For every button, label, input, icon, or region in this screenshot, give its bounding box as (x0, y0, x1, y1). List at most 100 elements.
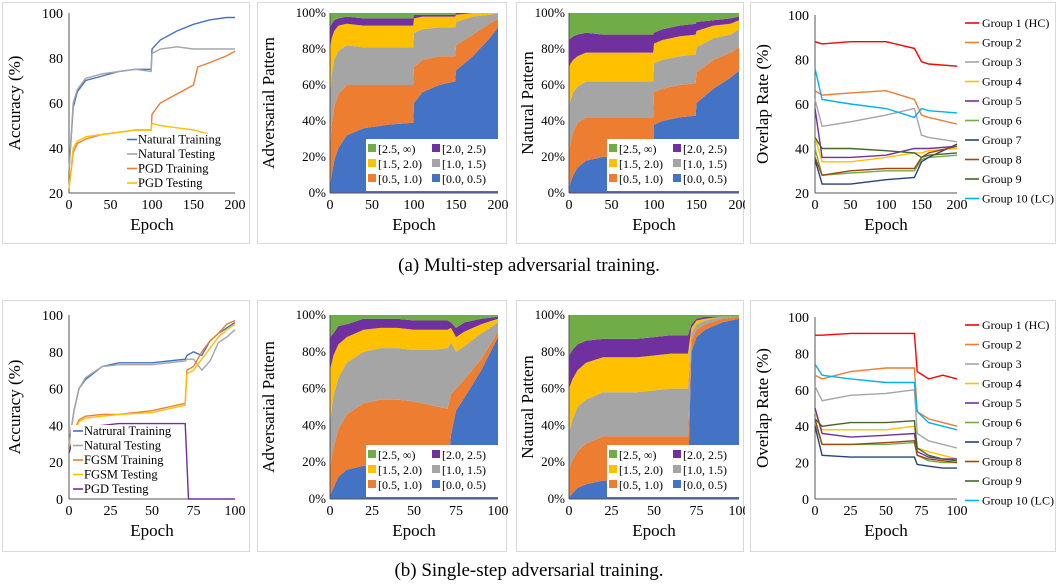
y-tick-label: 40 (795, 420, 809, 435)
chart-a2: 0 50 100 150 200 0% 20% 40% 60% 80% 100% Epoch Adver… (259, 5, 508, 234)
legend-swatch (432, 465, 440, 473)
x-tick-label: 0 (66, 504, 73, 519)
x-tick-label: 100 (142, 198, 163, 213)
y-tick-label: 60% (541, 77, 565, 92)
legend-swatch (368, 450, 376, 458)
series-line (68, 329, 236, 444)
legend-label: [2.0, 2.5) (442, 448, 486, 462)
y-tick-label: 100% (296, 307, 327, 322)
y-tick-label: 100 (788, 311, 809, 326)
area-band (330, 13, 498, 28)
legend-label: Natural Training (138, 133, 222, 147)
y-tick-label: 60% (302, 77, 326, 92)
area-band (569, 20, 739, 107)
legend-label: Group 9 (982, 172, 1022, 186)
legend-swatch (432, 144, 440, 152)
area-band (330, 322, 498, 468)
legend-label: Group 1 (HC) (982, 16, 1049, 30)
x-axis-title: Epoch (130, 215, 174, 234)
x-tick-label: 100 (488, 504, 509, 519)
series-line (814, 407, 957, 460)
x-tick-label: 50 (104, 198, 118, 213)
y-tick-label: 20 (49, 456, 63, 471)
panel-b1: 0 25 50 75 100 0 20 40 60 80 100 Epoch Accuracy (%) N… (2, 300, 250, 552)
legend-label: Group 8 (982, 455, 1022, 469)
legend-label: [0.5, 1.0) (619, 478, 663, 492)
y-tick-label: 80 (795, 54, 809, 69)
area-band (330, 18, 498, 185)
x-tick-label: 100 (947, 504, 968, 519)
x-tick-label: 50 (844, 198, 858, 213)
series-line (814, 137, 958, 159)
legend-label: [2.0, 2.5) (442, 142, 486, 156)
legend-label: [0.5, 1.0) (378, 478, 422, 492)
legend-label: [1.5, 2.0) (619, 157, 663, 171)
legend: Group 1 (HC) Group 2 Group 3 Group 4 Group 5… (965, 16, 1054, 206)
y-tick-label: 20 (795, 457, 809, 472)
legend-swatch (368, 159, 376, 167)
legend-swatch (432, 450, 440, 458)
legend-label: FGSM Training (84, 453, 164, 467)
legend-bg (125, 177, 237, 192)
area-band (330, 318, 498, 422)
legend-bg (71, 454, 183, 469)
x-tick-label: 0 (66, 198, 73, 213)
legend-label: Group 7 (982, 133, 1022, 147)
panel-a3: 0 50 100 150 200 0% 20% 40% 60% 80% 100% Epoch Natur… (516, 2, 745, 244)
area-band (569, 315, 739, 356)
series-line (814, 89, 958, 125)
x-tick-label: 75 (449, 504, 463, 519)
panel-b4: 0 25 50 75 100 0 20 40 60 80 100 Epoch Overlap Rate … (750, 300, 1056, 552)
legend-label: [2.0, 2.5) (683, 142, 727, 156)
x-tick-label: 200 (225, 198, 246, 213)
legend-label: [1.0, 1.5) (442, 463, 486, 477)
legend-swatch (368, 174, 376, 182)
x-tick-label: 0 (566, 198, 573, 213)
legend: [2.5, ∞) [2.0, 2.5)[1.5, 2.0) [1.0, 1.5)[0… (607, 139, 739, 191)
legend-swatch (609, 450, 617, 458)
y-tick-label: 40 (795, 143, 809, 158)
legend-swatch (609, 144, 617, 152)
series-group (814, 41, 958, 185)
y-tick-label: 60 (795, 98, 809, 113)
legend: [2.5, ∞) [2.0, 2.5)[1.5, 2.0) [1.0, 1.5)[0… (607, 445, 739, 497)
y-tick-label: 80% (302, 41, 326, 56)
legend-label: Natural Testing (138, 147, 216, 161)
legend-label: Group 5 (982, 94, 1022, 108)
series-group (68, 16, 236, 189)
x-tick-label: 150 (446, 198, 467, 213)
x-axis-title: Epoch (392, 215, 436, 234)
legend-bg (71, 439, 183, 454)
legend-label: [2.0, 2.5) (683, 448, 727, 462)
series-group (68, 319, 236, 500)
x-tick-label: 25 (365, 504, 379, 519)
legend-label: Natrural Training (84, 424, 172, 438)
y-tick-label: 100 (42, 309, 63, 324)
area-band (330, 13, 498, 94)
series-line (814, 137, 958, 163)
y-tick-label: 80 (795, 347, 809, 362)
y-tick-label: 80 (49, 346, 63, 361)
legend-swatch (673, 465, 681, 473)
y-tick-label: 20% (302, 454, 326, 469)
chart-a1: 0 50 100 150 200 20 40 60 80 100 Epoch Accuracy (%)… (5, 7, 246, 234)
x-axis-title: Epoch (130, 521, 174, 540)
legend-label: Group 1 (HC) (982, 318, 1049, 332)
area-band (569, 316, 739, 389)
legend-label: Group 7 (982, 435, 1022, 449)
legend-swatch (673, 174, 681, 182)
legend: [2.5, ∞) [2.0, 2.5)[1.5, 2.0) [1.0, 1.5)[0… (366, 445, 498, 497)
legend-swatch (609, 480, 617, 488)
y-tick-label: 20% (541, 149, 565, 164)
legend-swatch (368, 480, 376, 488)
x-tick-label: 75 (915, 504, 929, 519)
legend-label: Group 2 (982, 36, 1022, 50)
legend-label: Group 9 (982, 474, 1022, 488)
x-tick-label: 50 (605, 198, 619, 213)
legend-label: [2.5, ∞) (619, 142, 657, 156)
series-line (68, 46, 235, 171)
y-tick-label: 60% (541, 381, 565, 396)
x-tick-label: 25 (104, 504, 118, 519)
legend: Group 1 (HC) Group 2 Group 3 Group 4 Group 5… (965, 318, 1054, 508)
